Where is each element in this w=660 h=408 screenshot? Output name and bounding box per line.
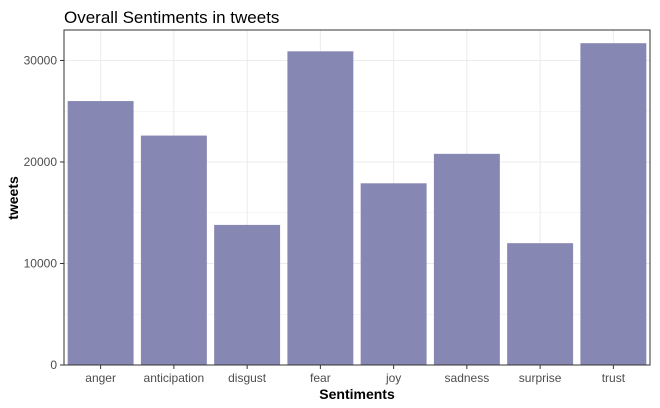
bar-trust — [580, 43, 647, 366]
y-tick-label: 10000 — [24, 256, 58, 270]
x-tick-label-fear: fear — [310, 371, 331, 385]
x-tick-label-surprise: surprise — [519, 371, 562, 385]
y-tick-label: 20000 — [24, 155, 58, 169]
y-axis-ticks: 0 10000 20000 30000 — [24, 53, 64, 372]
x-tick-label-sadness: sadness — [445, 371, 490, 385]
chart-title: Overall Sentiments in tweets — [64, 8, 279, 27]
panel-border — [63, 29, 651, 366]
x-tick-label-anticipation: anticipation — [144, 371, 205, 385]
bar-fear — [287, 51, 354, 366]
x-axis-ticks: anger anticipation disgust fear joy sadness su… — [85, 365, 626, 385]
bar-anticipation — [140, 135, 207, 365]
x-tick-label-anger: anger — [85, 371, 116, 385]
y-axis-label: tweets — [5, 176, 21, 220]
y-tick-label: 30000 — [24, 53, 58, 67]
x-tick-label-trust: trust — [602, 371, 626, 385]
x-tick-label-disgust: disgust — [228, 371, 267, 385]
x-axis-label: Sentiments — [319, 386, 395, 402]
y-tick-label: 0 — [50, 358, 57, 372]
bar-anger — [67, 101, 134, 365]
bar-joy — [360, 183, 427, 365]
x-tick-label-joy: joy — [385, 371, 401, 385]
bar-disgust — [214, 224, 281, 365]
bars — [67, 43, 647, 366]
bar-surprise — [507, 243, 574, 365]
bar-sadness — [433, 153, 500, 365]
